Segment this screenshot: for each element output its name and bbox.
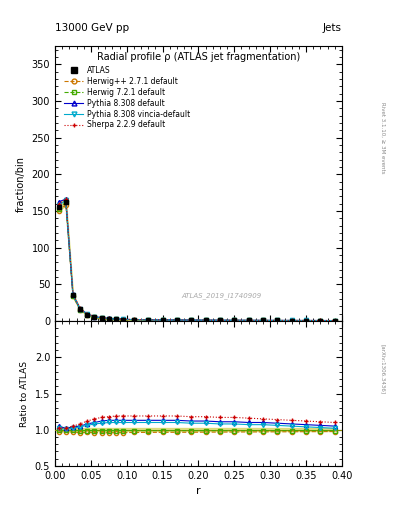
Text: [arXiv:1306.3436]: [arXiv:1306.3436] bbox=[381, 344, 386, 394]
Text: Radial profile ρ (ATLAS jet fragmentation): Radial profile ρ (ATLAS jet fragmentatio… bbox=[97, 52, 300, 61]
Text: Rivet 3.1.10, ≥ 3M events: Rivet 3.1.10, ≥ 3M events bbox=[381, 102, 386, 174]
Text: ATLAS_2019_I1740909: ATLAS_2019_I1740909 bbox=[181, 292, 261, 299]
Text: 13000 GeV pp: 13000 GeV pp bbox=[55, 23, 129, 33]
Text: Jets: Jets bbox=[323, 23, 342, 33]
Y-axis label: Ratio to ATLAS: Ratio to ATLAS bbox=[20, 360, 29, 426]
Legend: ATLAS, Herwig++ 2.7.1 default, Herwig 7.2.1 default, Pythia 8.308 default, Pythi: ATLAS, Herwig++ 2.7.1 default, Herwig 7.… bbox=[62, 63, 193, 132]
X-axis label: r: r bbox=[196, 486, 201, 496]
Y-axis label: fraction/bin: fraction/bin bbox=[16, 156, 26, 211]
